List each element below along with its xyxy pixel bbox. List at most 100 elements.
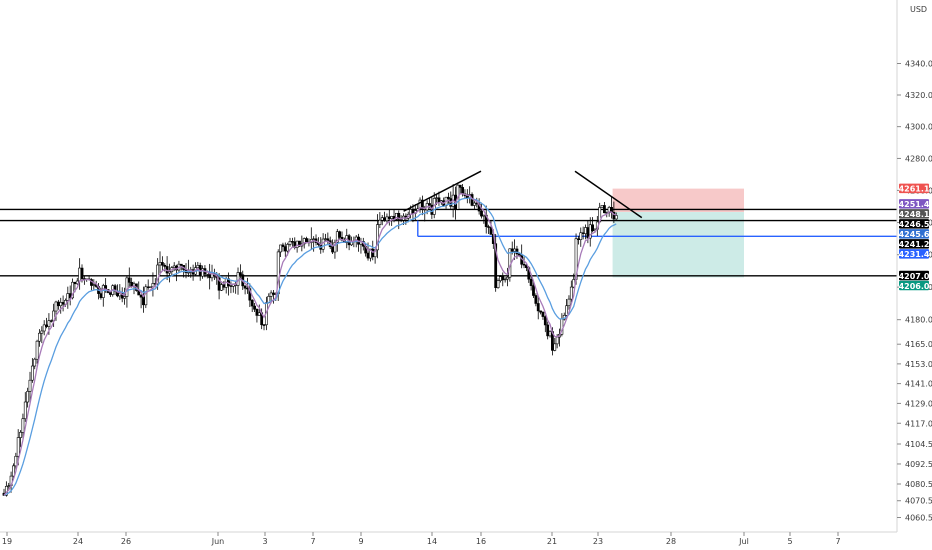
y-tick-label: 4180.0 <box>905 316 932 325</box>
candle <box>186 259 190 277</box>
x-tick-label: 5 <box>787 537 792 546</box>
candle <box>378 212 382 229</box>
candle <box>139 294 143 309</box>
price-tag-label: 4207.0 <box>899 272 930 281</box>
horizontal-levels[interactable] <box>0 208 897 277</box>
candle <box>418 197 422 213</box>
candle <box>40 326 44 344</box>
candle <box>253 302 256 312</box>
y-tick-label: 4070.5 <box>905 497 932 506</box>
candle <box>220 282 223 291</box>
candle <box>272 289 275 304</box>
candle <box>35 339 39 364</box>
candle <box>359 237 363 254</box>
x-tick-label: 19 <box>2 537 12 546</box>
candle <box>506 267 509 287</box>
candle <box>12 463 15 480</box>
candle <box>387 208 391 226</box>
candle <box>584 224 587 240</box>
x-tick-label: 28 <box>666 537 676 546</box>
candle <box>172 262 176 272</box>
x-tick-label: 3 <box>262 537 267 546</box>
candle <box>28 371 32 403</box>
candle <box>494 233 498 292</box>
candle <box>543 315 547 333</box>
take-profit-zone[interactable] <box>612 212 744 278</box>
price-tag-label: 4248.1 <box>899 210 930 219</box>
candle <box>201 265 204 279</box>
trendline[interactable] <box>403 170 482 212</box>
candle <box>473 201 476 209</box>
candle <box>591 217 594 233</box>
candle <box>168 263 171 283</box>
moving-average-line <box>3 193 617 496</box>
y-tick-label: 4092.5 <box>905 460 932 469</box>
price-tag-label: 4245.6 <box>899 230 930 239</box>
price-tag: 4231.4 <box>899 249 930 259</box>
x-tick-label: 21 <box>547 537 557 546</box>
candle <box>38 329 41 347</box>
candle <box>191 264 195 281</box>
candle <box>532 281 535 299</box>
candle <box>496 278 500 289</box>
x-tick-label: Jun <box>211 537 225 546</box>
candle <box>33 357 37 370</box>
candle <box>577 235 580 245</box>
candle <box>449 191 453 210</box>
candle <box>142 286 145 313</box>
candle <box>487 224 490 235</box>
moving-average-line <box>3 197 617 496</box>
candle <box>383 211 386 222</box>
candle <box>56 299 60 310</box>
candle <box>101 283 105 307</box>
candle <box>444 196 448 209</box>
candle <box>489 219 493 235</box>
x-tick-label: 7 <box>310 537 315 546</box>
y-tick-label: 4060.5 <box>905 514 932 523</box>
price-tags: 4261.1 4251.44248.14246.54245.64241.24231… <box>899 183 930 291</box>
stop-loss-zone[interactable] <box>612 188 744 213</box>
y-tick-label: 4104.5 <box>905 440 932 449</box>
y-tick-label: 4129.0 <box>905 399 932 408</box>
candle <box>92 279 96 290</box>
y-tick-label: 4117.0 <box>905 419 932 428</box>
candle <box>14 452 18 471</box>
candle <box>78 258 82 290</box>
candle <box>380 215 384 226</box>
candle <box>248 283 252 308</box>
candle <box>421 195 424 216</box>
candle <box>80 264 84 283</box>
candle <box>262 323 266 331</box>
candle <box>49 319 53 323</box>
x-tick-label: 23 <box>593 537 603 546</box>
candle <box>149 286 152 288</box>
candles <box>2 182 618 497</box>
candle <box>541 311 545 320</box>
price-tag-label: 4241.2 <box>899 240 930 249</box>
candle <box>281 242 285 252</box>
candle <box>243 285 247 295</box>
candle <box>217 272 221 300</box>
candle <box>229 281 233 294</box>
candle <box>501 272 505 287</box>
candle <box>30 358 34 383</box>
candle <box>503 277 507 283</box>
y-tick-label: 4280.0 <box>905 154 932 163</box>
y-tick-label: 4141.0 <box>905 380 932 389</box>
candle <box>146 279 150 290</box>
candle <box>156 258 160 290</box>
candle <box>160 256 164 271</box>
candle <box>558 328 561 347</box>
candle <box>127 267 131 288</box>
x-tick-label: 14 <box>427 537 437 546</box>
y-tick-label: 4300.0 <box>905 123 932 132</box>
x-tick-label: Jul <box>738 537 749 546</box>
position-tool[interactable] <box>612 188 744 278</box>
trendlines[interactable] <box>403 170 643 219</box>
candle <box>579 227 583 247</box>
candle <box>333 239 337 259</box>
candle <box>255 308 259 323</box>
trendline[interactable] <box>574 170 643 219</box>
candle <box>26 387 30 408</box>
